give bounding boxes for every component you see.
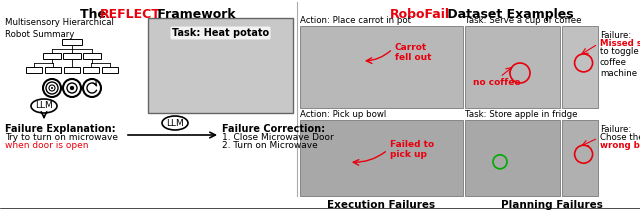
Text: Failure:: Failure:: [600, 31, 631, 40]
Text: 2. Turn on Microwave: 2. Turn on Microwave: [222, 141, 317, 150]
Bar: [45, 67, 61, 73]
Bar: [148, 18, 293, 113]
Bar: [26, 67, 42, 73]
Text: Action: Place carrot in pot: Action: Place carrot in pot: [300, 16, 411, 25]
Text: Execution Failures: Execution Failures: [328, 200, 436, 210]
Bar: [102, 67, 118, 73]
Text: to toggle on
coffee
machine: to toggle on coffee machine: [600, 47, 640, 78]
Text: Failed to
pick up: Failed to pick up: [390, 140, 434, 159]
Text: Missed step: Missed step: [600, 39, 640, 48]
Text: when door is open: when door is open: [5, 141, 88, 150]
Text: Carrot
fell out: Carrot fell out: [394, 43, 431, 62]
Text: Failure:: Failure:: [600, 125, 631, 134]
Text: The: The: [80, 8, 110, 21]
Text: Task: Heat potato: Task: Heat potato: [172, 28, 269, 38]
Text: no coffee: no coffee: [473, 78, 520, 87]
Bar: [465, 120, 560, 196]
Text: Multisensory Hierarchical
Robot Summary: Multisensory Hierarchical Robot Summary: [5, 18, 114, 39]
Text: Task: Store apple in fridge: Task: Store apple in fridge: [465, 110, 577, 119]
Bar: [465, 26, 560, 108]
Text: Framework: Framework: [153, 8, 236, 21]
Bar: [62, 39, 82, 45]
Text: REFLECT: REFLECT: [100, 8, 161, 21]
Bar: [83, 53, 101, 59]
Bar: [562, 26, 598, 108]
Bar: [300, 26, 463, 108]
Bar: [43, 53, 61, 59]
Bar: [83, 67, 99, 73]
Text: LLM: LLM: [35, 102, 53, 111]
Text: Action: Pick up bowl: Action: Pick up bowl: [300, 110, 387, 119]
Text: Failure Correction:: Failure Correction:: [222, 124, 325, 134]
Bar: [64, 67, 80, 73]
Text: Chose the: Chose the: [600, 133, 640, 142]
Text: Dataset Examples: Dataset Examples: [443, 8, 573, 21]
Text: LLM: LLM: [166, 119, 184, 128]
Text: 1. Close Microwave Door: 1. Close Microwave Door: [222, 133, 333, 142]
Text: Planning Failures: Planning Failures: [500, 200, 602, 210]
Text: Task: Serve a cup of coffee: Task: Serve a cup of coffee: [465, 16, 582, 25]
Text: RoboFail: RoboFail: [390, 8, 450, 21]
Text: wrong bowl: wrong bowl: [600, 141, 640, 150]
Bar: [562, 120, 598, 196]
Text: Failure Explanation:: Failure Explanation:: [5, 124, 116, 134]
Circle shape: [51, 87, 53, 89]
Bar: [300, 120, 463, 196]
Circle shape: [70, 86, 74, 90]
Text: Try to turn on microwave: Try to turn on microwave: [5, 133, 118, 142]
Bar: [63, 53, 81, 59]
